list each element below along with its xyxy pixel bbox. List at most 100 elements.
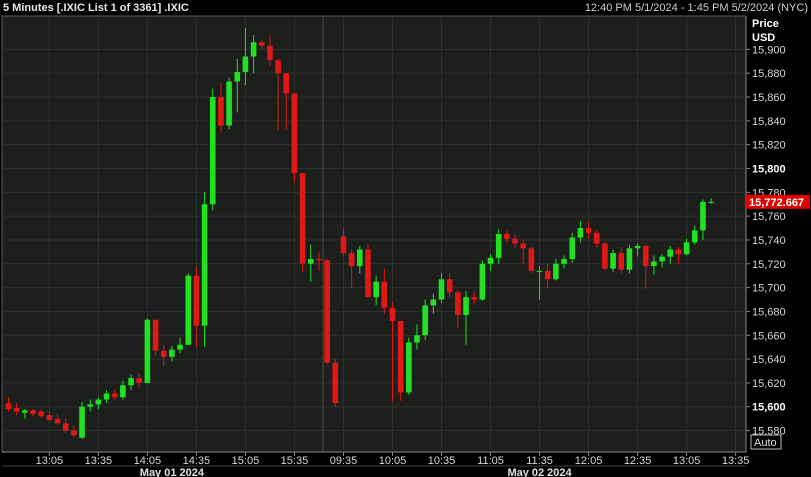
candle-body	[291, 93, 298, 174]
candle	[234, 58, 241, 113]
x-axis: 13:05 13:35 14:05 14:35 15:05 15:35 09:35 10:05…	[2, 452, 749, 477]
candle-body	[634, 245, 641, 249]
candle	[683, 238, 690, 256]
candle	[177, 337, 183, 354]
candle	[95, 397, 102, 410]
candle-body	[209, 97, 216, 205]
candle-body	[700, 201, 706, 231]
y-tick-label: 15,840	[752, 116, 786, 128]
candle-body	[185, 275, 192, 345]
x-tick-label: 13:35	[85, 455, 113, 467]
y-tick-label: 15,760	[752, 211, 786, 223]
candle-body	[348, 253, 355, 267]
candle-body	[316, 259, 322, 261]
candle	[585, 222, 592, 239]
candle	[13, 403, 20, 416]
candle	[324, 259, 330, 364]
candle-body	[136, 378, 143, 383]
candle	[201, 192, 208, 348]
candle	[553, 259, 559, 281]
candle-body	[22, 410, 28, 413]
y-tick-label: 15,900	[752, 44, 786, 56]
candle-body	[283, 73, 290, 94]
x-tick-label: 13:05	[673, 455, 701, 467]
candle	[602, 241, 608, 271]
candle	[422, 299, 428, 341]
last-price-label: 15,772.667	[749, 197, 804, 209]
candle	[267, 35, 273, 67]
candle-body	[250, 42, 257, 57]
candle	[307, 244, 314, 282]
candle-body	[683, 242, 690, 255]
candle-body	[54, 418, 61, 424]
x-tick-label: 10:35	[428, 455, 456, 467]
candle	[144, 318, 151, 383]
candle	[569, 232, 576, 263]
candle-body	[38, 411, 44, 417]
candle	[209, 88, 216, 211]
x-tick-label: 15:05	[232, 455, 260, 467]
last-price-box	[746, 194, 810, 209]
candle	[357, 245, 363, 274]
candle	[520, 239, 527, 264]
candle-body	[675, 249, 682, 255]
candle	[103, 390, 110, 404]
candle	[128, 374, 134, 391]
candle	[348, 249, 355, 288]
candle	[487, 254, 494, 271]
y-tick-label: 15,600	[752, 402, 786, 414]
candle-body	[691, 230, 698, 243]
candle	[642, 244, 649, 289]
candle	[651, 255, 657, 275]
candle	[512, 234, 518, 249]
candle-body	[95, 399, 102, 405]
candle-body	[626, 248, 633, 270]
y-tick-label: 15,680	[752, 306, 786, 318]
candle-body	[471, 297, 477, 300]
candle-body	[87, 404, 93, 407]
chart-background	[1, 15, 747, 453]
candle-body	[561, 259, 567, 264]
candle-body	[463, 297, 469, 316]
candle-body	[218, 97, 224, 126]
auto-scale-button[interactable]: Auto	[750, 434, 782, 450]
candle	[455, 289, 461, 329]
candle-body	[610, 253, 616, 269]
candle	[626, 244, 633, 274]
candle-body	[667, 249, 674, 257]
candle-body	[275, 60, 281, 74]
candle-body	[103, 393, 110, 400]
candle	[226, 77, 232, 130]
candle	[258, 39, 265, 50]
x-tick-label: 13:05	[36, 455, 64, 467]
candle-body	[226, 81, 232, 126]
candle-body	[487, 257, 494, 264]
candle	[675, 247, 682, 264]
candle-body	[585, 228, 592, 233]
candle	[610, 249, 616, 273]
candle-body	[455, 292, 461, 316]
y-tick-label: 15,660	[752, 330, 786, 342]
candle-body	[593, 232, 600, 244]
x-tick-label: 14:35	[183, 455, 211, 467]
candle	[397, 320, 404, 401]
x-tick-label: 11:35	[526, 455, 553, 467]
candle	[479, 260, 486, 301]
candle	[87, 399, 93, 412]
x-tick-label: 12:35	[624, 455, 652, 467]
candle-body	[618, 253, 625, 270]
candle-body	[708, 201, 714, 203]
candle-body	[520, 243, 527, 249]
candle	[430, 293, 437, 314]
candle	[242, 27, 249, 86]
candle	[275, 58, 281, 131]
y-tick-label: 15,620	[752, 378, 786, 390]
y-tick-label: 15,800	[752, 163, 786, 175]
candle	[528, 247, 535, 274]
candle	[561, 255, 567, 269]
x-date-label: May 02 2024	[507, 467, 572, 477]
candle-body	[193, 275, 200, 326]
candle	[373, 275, 379, 306]
y-tick-label: 15,720	[752, 259, 786, 271]
